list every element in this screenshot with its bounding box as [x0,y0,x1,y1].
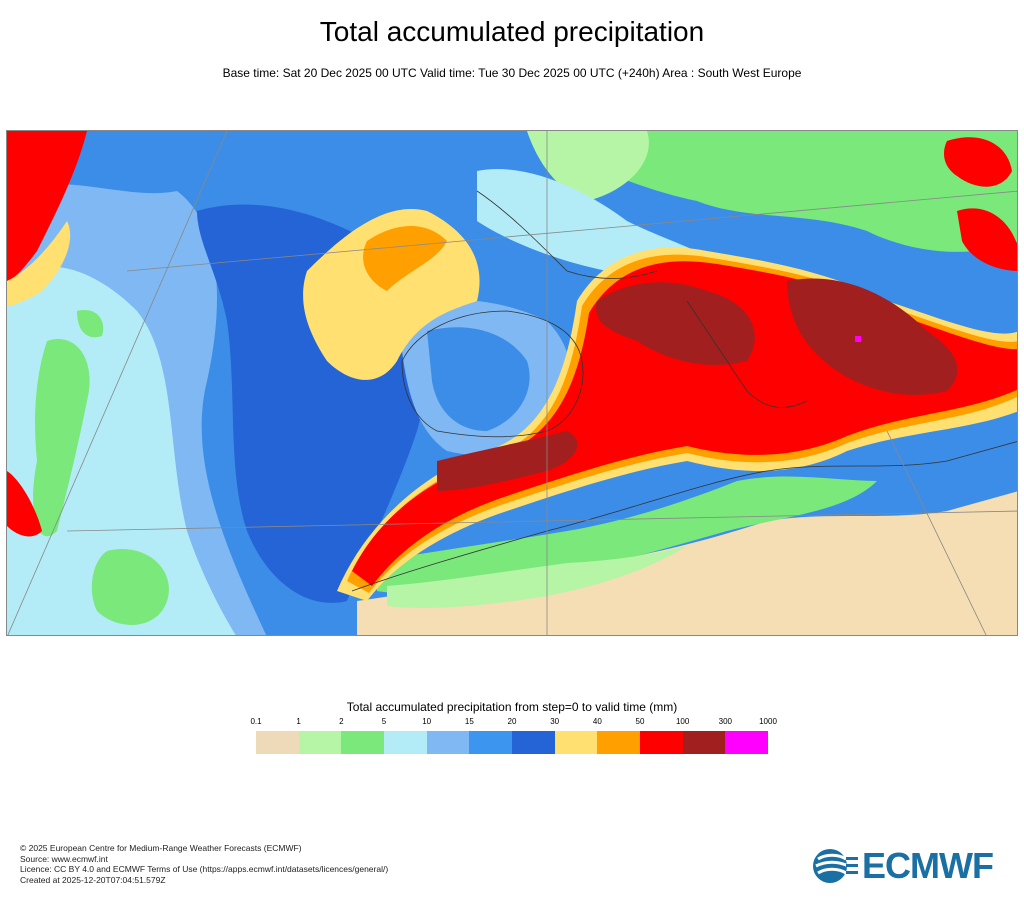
legend-swatch [426,731,470,754]
nw-red-corner [7,131,87,281]
legend-swatch [469,731,513,754]
coastline-italy [686,300,808,408]
legend-swatch [682,731,726,754]
chart-title: Total accumulated precipitation [319,16,705,47]
footer-created: Created at 2025-12-20T07:04:51.579Z [20,874,166,885]
med-darkred-core-3 [437,431,578,491]
ne-red-patch [944,137,1012,187]
legend-tick-label: 1 [296,717,301,726]
legend-ticks: 0.1 1 2 5 10 15 20 30 40 50 100 300 1000 [250,717,776,729]
atlantic-green-1 [33,339,90,537]
legend-tick-label: 50 [635,717,645,726]
graticule-line [886,430,987,635]
graticule-line [66,510,1017,532]
ne-red-patch-2 [957,208,1017,271]
map-canvas [7,131,1017,635]
iberia-blue [427,327,530,431]
legend-tick-label: 300 [718,717,733,726]
legend-swatch [256,731,299,754]
footer-copyright: © 2025 European Centre for Medium-Range … [20,843,302,853]
nw-yellow-corner [7,221,71,306]
legend-swatch [640,731,683,754]
atlantic-green-2 [91,549,169,625]
legend-tick-label: 1000 [759,717,777,726]
ecmwf-logo-text: ECMWF [862,845,994,886]
legend-colorbar [256,731,769,754]
legend-tick-label: 100 [675,717,690,726]
north-green [567,131,1017,252]
legend-tick-label: 0.1 [250,717,262,726]
med-darkred-core-1 [596,282,755,365]
legend-swatch [384,731,427,754]
africa-green-strip [377,476,877,593]
legend-swatch [554,731,598,754]
magenta-spot [855,336,861,342]
africa-light-green [387,546,687,608]
legend-swatch [341,731,385,754]
legend-swatch [725,731,769,754]
legend-tick-label: 5 [381,717,387,726]
legend-swatch [298,731,342,754]
legend-swatch [512,731,555,754]
legend-tick-label: 2 [339,717,344,726]
legend-tick-label: 15 [464,717,474,726]
legend-swatch [597,731,641,754]
med-darkred-core-2 [787,278,958,395]
legend-tick-label: 30 [550,717,560,726]
graticule-line [7,131,228,635]
footer-licence: Licence: CC BY 4.0 and ECMWF Terms of Us… [20,864,389,874]
footer-source: Source: www.ecmwf.int [20,853,108,864]
north-light-green [527,131,649,201]
footer-credits: © 2025 European Centre for Medium-Range … [20,843,388,885]
rim-orange-west [363,226,447,291]
w-red-patch [7,471,42,537]
coastline-iberia [401,310,584,438]
ecmwf-logo: ECMWF [812,845,1008,886]
graticule-line [126,190,1017,272]
legend-tick-label: 40 [592,717,602,726]
atlantic-green-3 [77,310,104,338]
chart-subtitle: Base time: Sat 20 Dec 2025 00 UTC Valid … [222,66,802,80]
coastline-africa [351,441,1017,592]
legend-tick-label: 20 [507,717,517,726]
legend-tick-label: 10 [422,717,432,726]
coastline-france [476,190,658,279]
ecmwf-logo-mark [812,848,860,884]
precipitation-map [6,130,1018,636]
legend-title: Total accumulated precipitation from ste… [346,700,678,714]
